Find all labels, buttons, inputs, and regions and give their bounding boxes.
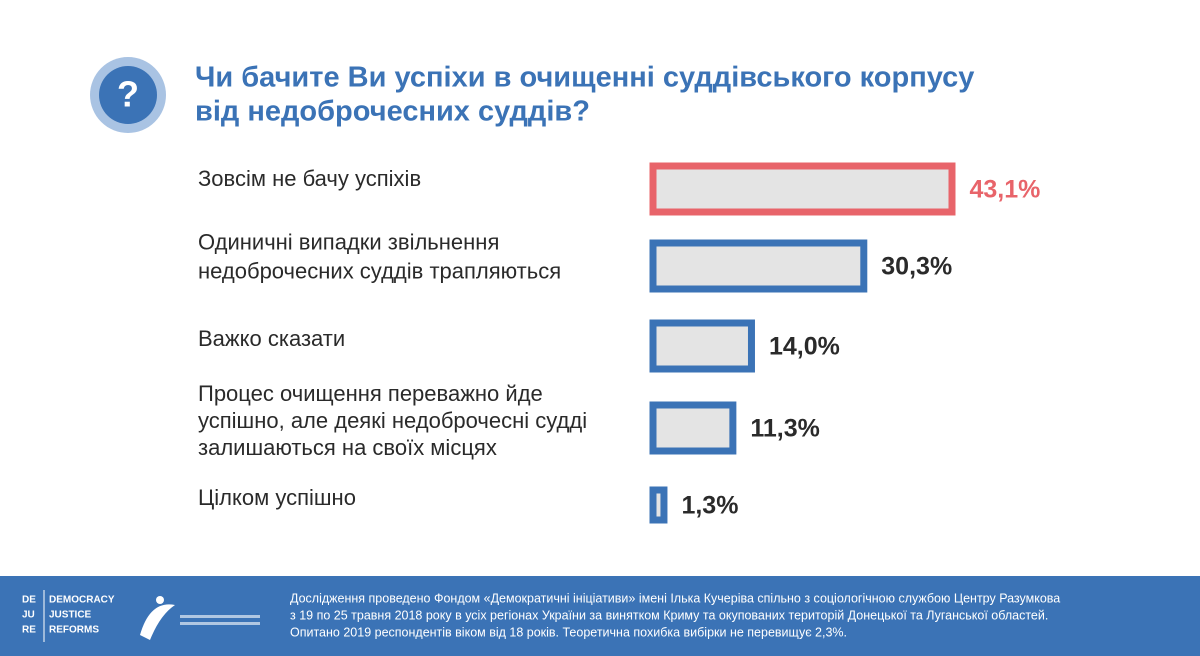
value-label: 11,3% xyxy=(750,415,820,443)
value-label: 14,0% xyxy=(769,333,840,361)
svg-text:?: ? xyxy=(117,74,139,115)
category-label: Важко сказати xyxy=(198,326,345,351)
bar xyxy=(649,319,755,373)
footnote: Опитано 2019 респондентів віком від 18 р… xyxy=(290,625,847,639)
footnote: з 19 по 25 травня 2018 року в усіх регіо… xyxy=(290,608,1048,622)
chart-title: Чи бачите Ви успіхи в очищенні суддівськ… xyxy=(195,62,974,94)
bar xyxy=(649,401,737,455)
bar xyxy=(649,239,868,293)
category-label: Цілком успішно xyxy=(198,485,356,510)
value-label: 43,1% xyxy=(970,176,1041,204)
category-label: Процес очищення переважно йде xyxy=(198,381,543,406)
logo-text: JUSTICE xyxy=(49,610,92,621)
category-label: Одиничні випадки звільнення xyxy=(198,229,499,254)
chart-title: від недоброчесних суддів? xyxy=(195,96,590,128)
value-label: 30,3% xyxy=(881,253,952,281)
logo-text: REFORMS xyxy=(49,625,99,636)
category-label: Зовсім не бачу успіхів xyxy=(198,166,421,191)
logo-text: DEMOCRACY xyxy=(49,595,115,606)
category-label: успішно, але деякі недоброчесні судді xyxy=(198,408,587,433)
logo-text: JU xyxy=(22,610,35,621)
category-label: недоброчесних суддів трапляються xyxy=(198,258,561,283)
logo-text: DE xyxy=(22,595,36,606)
bar xyxy=(649,486,668,524)
value-label: 1,3% xyxy=(681,492,738,520)
footnote: Дослідження проведено Фондом «Демократич… xyxy=(290,591,1060,605)
category-label: залишаються на своїх місцях xyxy=(198,435,497,460)
bar xyxy=(649,162,956,216)
foundation-logo xyxy=(140,596,260,640)
question-icon: ? xyxy=(90,57,166,133)
logo-text: RE xyxy=(22,625,36,636)
